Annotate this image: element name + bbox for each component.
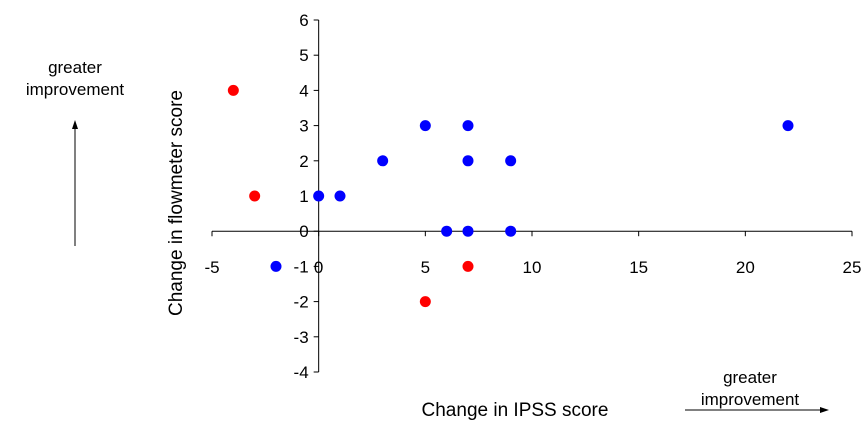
x-direction-note-line1: greater bbox=[723, 368, 777, 387]
data-point-blue bbox=[270, 260, 282, 272]
data-point-blue bbox=[462, 155, 474, 167]
data-point-blue bbox=[505, 225, 517, 237]
data-point-blue bbox=[462, 225, 474, 237]
data-point-blue bbox=[419, 120, 431, 132]
data-point-blue bbox=[334, 190, 346, 202]
y-tick-label: -1 bbox=[294, 257, 309, 276]
data-point-blue bbox=[377, 155, 389, 167]
y-axis-title: Change in flowmeter score bbox=[166, 90, 187, 316]
y-direction-note: greater improvement bbox=[15, 57, 135, 101]
x-tick-label: 0 bbox=[314, 258, 323, 277]
y-tick-label: 0 bbox=[299, 222, 308, 241]
x-direction-note: greater improvement bbox=[690, 367, 810, 411]
x-tick-label: 10 bbox=[523, 258, 542, 277]
data-point-red bbox=[227, 84, 239, 96]
y-tick-label: -2 bbox=[294, 293, 309, 312]
data-point-blue bbox=[782, 120, 794, 132]
x-tick-label: 20 bbox=[736, 258, 755, 277]
data-point-red bbox=[419, 296, 431, 308]
data-point-blue bbox=[441, 225, 453, 237]
y-tick-label: -3 bbox=[294, 328, 309, 347]
y-tick-label: 3 bbox=[299, 117, 308, 136]
data-point-red bbox=[249, 190, 261, 202]
y-direction-arrow bbox=[72, 120, 78, 246]
ticks: -5 0 5 10 15 20 25 -4 -3 -2 -1 0 1 2 3 4 5 6 bbox=[204, 11, 861, 382]
y-direction-note-line2: improvement bbox=[25, 80, 125, 99]
y-tick-label: 1 bbox=[299, 187, 308, 206]
data-point-blue bbox=[313, 190, 325, 202]
data-point-blue bbox=[505, 155, 517, 167]
x-tick-label: 25 bbox=[843, 258, 862, 277]
data-point-red bbox=[462, 260, 474, 272]
y-tick-label: 4 bbox=[299, 81, 308, 100]
y-tick-label: 6 bbox=[299, 11, 308, 30]
y-tick-label: 2 bbox=[299, 152, 308, 171]
x-tick-label: -5 bbox=[204, 258, 219, 277]
data-points bbox=[227, 84, 794, 308]
y-tick-label: -4 bbox=[294, 363, 309, 382]
x-tick-label: 5 bbox=[421, 258, 430, 277]
x-tick-label: 15 bbox=[629, 258, 648, 277]
y-tick-label: 5 bbox=[299, 46, 308, 65]
data-point-blue bbox=[462, 120, 474, 132]
x-direction-arrow bbox=[685, 407, 829, 413]
y-direction-note-line1: greater bbox=[48, 58, 102, 77]
x-axis-title: Change in IPSS score bbox=[422, 400, 609, 421]
x-direction-note-line2: improvement bbox=[700, 390, 800, 409]
